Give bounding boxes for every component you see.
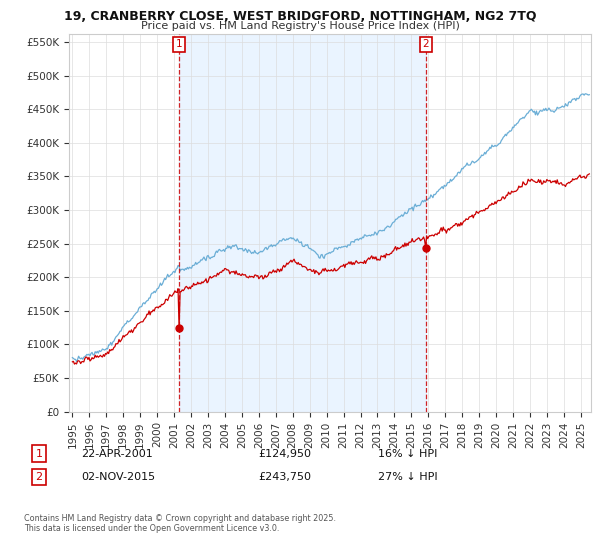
Text: Contains HM Land Registry data © Crown copyright and database right 2025.
This d: Contains HM Land Registry data © Crown c… <box>24 514 336 533</box>
Text: 1: 1 <box>176 39 182 49</box>
Text: 16% ↓ HPI: 16% ↓ HPI <box>378 449 437 459</box>
Text: 2: 2 <box>35 472 43 482</box>
Text: £124,950: £124,950 <box>258 449 311 459</box>
Text: 02-NOV-2015: 02-NOV-2015 <box>81 472 155 482</box>
Text: 22-APR-2001: 22-APR-2001 <box>81 449 153 459</box>
Bar <box>179 34 425 412</box>
Text: 19, CRANBERRY CLOSE, WEST BRIDGFORD, NOTTINGHAM, NG2 7TQ: 19, CRANBERRY CLOSE, WEST BRIDGFORD, NOT… <box>64 10 536 22</box>
Text: £243,750: £243,750 <box>258 472 311 482</box>
Text: 2: 2 <box>422 39 429 49</box>
Text: Price paid vs. HM Land Registry's House Price Index (HPI): Price paid vs. HM Land Registry's House … <box>140 21 460 31</box>
Text: 27% ↓ HPI: 27% ↓ HPI <box>378 472 437 482</box>
Text: 1: 1 <box>35 449 43 459</box>
